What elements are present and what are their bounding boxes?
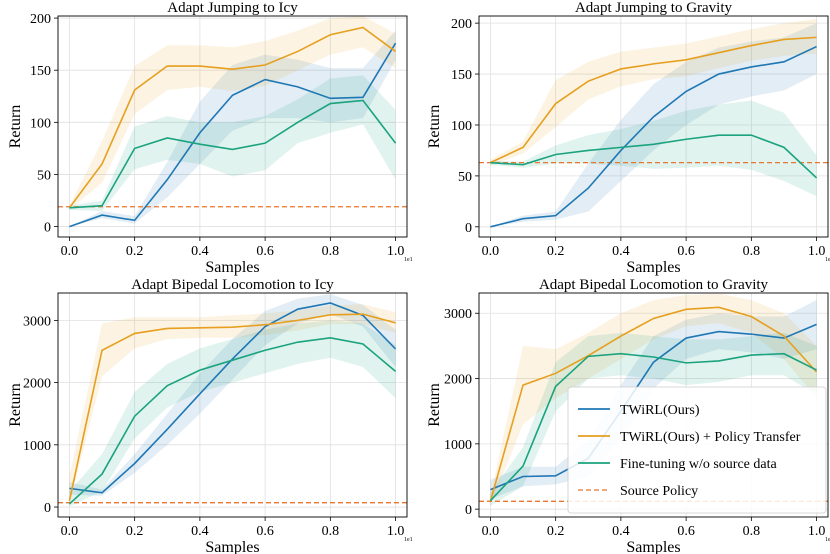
y-tick-label: 0: [465, 503, 472, 518]
y-tick-label: 100: [30, 116, 51, 131]
line-twirl-ours: [490, 45, 817, 228]
x-tick-label: 0.4: [612, 244, 630, 259]
x-tick-label: 0.8: [322, 524, 340, 539]
plot-area: [58, 16, 407, 228]
line-fine-tuning-w-o-source-data: [69, 99, 397, 209]
x-tick-label: 0.8: [743, 244, 761, 259]
subplot-2: 0.0 0.2 0.4 0.6 0.8 1.0 0 50 100 150 200 Adapt Jump…: [426, 0, 830, 276]
y-tick-label: 150: [451, 68, 472, 83]
x-tick-label: 0.0: [482, 244, 500, 259]
y-tick-label: 50: [37, 168, 51, 183]
y-tick-label: 0: [44, 221, 51, 236]
legend: TWiRL(Ours) TWiRL(Ours) + Policy Transfer…: [567, 386, 827, 514]
band-fine-tuning-w-o-source-data: [69, 320, 396, 507]
y-axis-label: Return: [426, 383, 443, 427]
x-axis-label: Samples: [205, 259, 259, 276]
y-tick-label: 200: [451, 17, 472, 32]
axes-frame: [57, 292, 408, 518]
x-tick-label: 1.0: [387, 244, 405, 259]
y-tick-label: 2000: [444, 373, 472, 388]
x-axis-exponent: 1e1: [825, 537, 830, 543]
line-fine-tuning-w-o-source-data: [490, 134, 818, 179]
subplot-title: Adapt Bipedal Locomotion to Icy: [131, 277, 334, 293]
x-tick-label: 0.4: [191, 244, 209, 259]
band-twirl-ours: [490, 23, 817, 227]
x-tick-label: 0.6: [677, 244, 695, 259]
legend-label-fine-tuning-w-o-source-data: Fine-tuning w/o source data: [620, 457, 777, 472]
line-fine-tuning-w-o-source-data: [68, 336, 397, 505]
subplot-3: 0.0 0.2 0.4 0.6 0.8 1.0 0 1000 2000 3000 Adapt Bip…: [7, 277, 413, 554]
legend-label-twirl-ours-policy-transfer: TWiRL(Ours) + Policy Transfer: [620, 430, 801, 445]
y-tick-label: 0: [44, 501, 51, 516]
band-twirl-ours-policy-transfer: [490, 19, 817, 166]
line-twirl-ours-policy-transfer: [489, 306, 818, 502]
x-tick-label: 0.6: [256, 244, 274, 259]
subplot-title: Adapt Jumping to Icy: [167, 0, 298, 16]
legend-label-source-policy: Source Policy: [620, 484, 698, 499]
line-fine-tuning-w-o-source-data: [489, 352, 817, 502]
band-twirl-ours-policy-transfer: [490, 293, 817, 506]
y-axis-label: Return: [7, 105, 24, 149]
subplot-1: 0.0 0.2 0.4 0.6 0.8 1.0 0 50 100 150 200 Adapt Jump…: [7, 0, 413, 276]
band-twirl-ours-policy-transfer: [69, 16, 396, 210]
x-tick-label: 0.2: [126, 244, 144, 259]
legend-box: [567, 386, 827, 514]
axes-frame: [478, 292, 829, 518]
plot-area: [479, 19, 828, 228]
y-tick-label: 2000: [23, 377, 51, 392]
x-tick-label: 0.4: [191, 524, 209, 539]
axes-frame: [478, 15, 829, 238]
x-axis-label: Samples: [626, 259, 680, 276]
x-tick-label: 0.4: [612, 524, 630, 539]
x-axis-exponent: 1e1: [404, 537, 413, 543]
y-tick-label: 50: [458, 170, 472, 185]
y-axis-label: Return: [426, 105, 443, 149]
legend-label-twirl-ours: TWiRL(Ours): [620, 403, 700, 418]
y-tick-label: 200: [30, 12, 51, 27]
band-fine-tuning-w-o-source-data: [69, 75, 396, 211]
x-tick-label: 1.0: [808, 524, 826, 539]
band-fine-tuning-w-o-source-data: [490, 332, 817, 506]
x-tick-label: 0.0: [61, 244, 79, 259]
x-tick-label: 0.6: [677, 524, 695, 539]
y-tick-label: 3000: [444, 307, 472, 322]
y-tick-label: 100: [451, 119, 472, 134]
x-tick-label: 0.2: [547, 244, 565, 259]
line-twirl-ours-policy-transfer: [68, 26, 397, 209]
band-twirl-ours-policy-transfer: [69, 304, 396, 504]
band-twirl-ours: [490, 300, 817, 500]
y-tick-label: 1000: [23, 439, 51, 454]
y-tick-label: 3000: [23, 314, 51, 329]
y-tick-label: 0: [465, 221, 472, 236]
axes-frame: [57, 15, 408, 238]
y-tick-label: 150: [30, 64, 51, 79]
band-twirl-ours: [69, 30, 396, 227]
x-tick-label: 1.0: [387, 524, 405, 539]
x-tick-label: 0.8: [743, 524, 761, 539]
line-twirl-ours: [69, 42, 397, 228]
y-axis-label: Return: [7, 383, 24, 427]
line-twirl-ours: [69, 302, 397, 494]
subplot-title: Adapt Bipedal Locomotion to Gravity: [539, 277, 769, 293]
x-tick-label: 0.0: [61, 524, 79, 539]
x-tick-label: 0.2: [126, 524, 144, 539]
x-axis-label: Samples: [626, 539, 680, 554]
subplot-title: Adapt Jumping to Gravity: [575, 0, 733, 16]
band-fine-tuning-w-o-source-data: [490, 100, 817, 197]
line-twirl-ours-policy-transfer: [490, 36, 817, 164]
x-tick-label: 0.6: [256, 524, 274, 539]
x-tick-label: 0.8: [322, 244, 340, 259]
x-tick-label: 0.2: [547, 524, 565, 539]
line-twirl-ours-policy-transfer: [68, 313, 396, 501]
line-twirl-ours: [490, 323, 817, 491]
plot-area: [58, 294, 407, 507]
x-tick-label: 0.0: [482, 524, 500, 539]
x-axis-label: Samples: [205, 539, 259, 554]
y-tick-label: 1000: [444, 438, 472, 453]
x-axis-exponent: 1e1: [825, 257, 830, 263]
x-axis-exponent: 1e1: [404, 257, 413, 263]
x-tick-label: 1.0: [808, 244, 826, 259]
